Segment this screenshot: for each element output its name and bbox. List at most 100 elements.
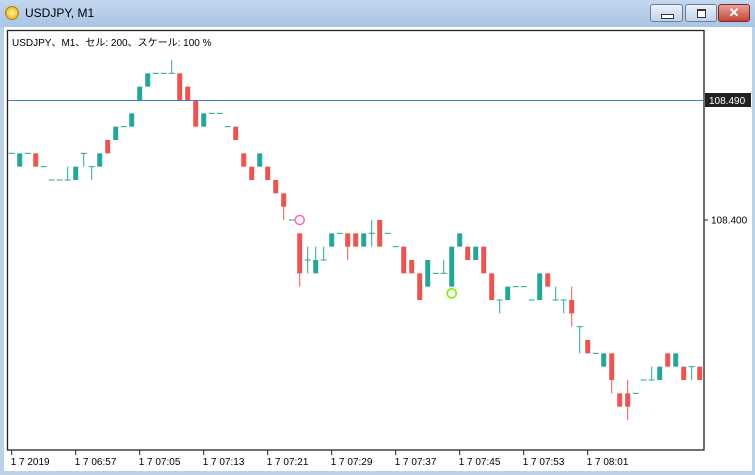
candle[interactable] xyxy=(265,166,271,180)
candle[interactable] xyxy=(241,153,247,167)
candle[interactable] xyxy=(233,126,239,140)
candle[interactable] xyxy=(489,273,495,300)
candle[interactable] xyxy=(193,100,199,127)
candle[interactable] xyxy=(137,86,143,100)
candle[interactable] xyxy=(304,246,311,274)
candle-body xyxy=(185,86,191,100)
candle-body xyxy=(465,246,471,260)
candle[interactable] xyxy=(609,353,615,394)
candle[interactable] xyxy=(617,393,623,407)
candle[interactable] xyxy=(185,86,191,100)
candle[interactable] xyxy=(33,153,39,167)
candle[interactable] xyxy=(320,246,327,261)
candle[interactable] xyxy=(625,380,631,420)
candle[interactable] xyxy=(496,299,503,314)
candle[interactable] xyxy=(569,286,575,327)
candle[interactable] xyxy=(257,153,263,167)
candle-body xyxy=(129,113,135,127)
close-button[interactable]: ✕ xyxy=(718,4,750,22)
candle-body xyxy=(625,393,631,407)
candle[interactable] xyxy=(688,366,695,380)
candle[interactable] xyxy=(401,246,407,274)
candle[interactable] xyxy=(64,166,71,181)
candle[interactable] xyxy=(377,220,383,247)
candle[interactable] xyxy=(409,260,415,274)
candle[interactable] xyxy=(545,273,551,287)
candle-body xyxy=(537,273,543,300)
minimize-button[interactable] xyxy=(650,4,683,22)
candle[interactable] xyxy=(697,366,703,380)
candle[interactable] xyxy=(177,73,183,100)
candle[interactable] xyxy=(473,246,479,260)
candle-body xyxy=(265,166,271,180)
candle-body xyxy=(673,353,679,367)
candle-body xyxy=(113,126,119,140)
candle-body xyxy=(377,220,383,247)
candle-body xyxy=(273,180,279,194)
candle[interactable] xyxy=(481,246,487,274)
candle[interactable] xyxy=(505,286,511,300)
candle[interactable] xyxy=(73,166,79,180)
candle[interactable] xyxy=(329,233,335,247)
candle[interactable] xyxy=(425,260,431,287)
time-tick-label: 1 7 07:13 xyxy=(203,457,245,468)
candle[interactable] xyxy=(585,340,591,354)
candle[interactable] xyxy=(273,180,279,194)
candle[interactable] xyxy=(201,113,207,127)
candle[interactable] xyxy=(129,113,135,127)
candle[interactable] xyxy=(457,233,463,247)
candle[interactable] xyxy=(465,246,471,260)
time-tick-label: 1 7 07:05 xyxy=(139,457,181,468)
candle[interactable] xyxy=(17,153,23,167)
current-price-label: 108.490 xyxy=(709,96,746,107)
candle[interactable] xyxy=(168,60,175,74)
candle[interactable] xyxy=(673,353,679,367)
price-tick-label: 108.400 xyxy=(711,216,748,227)
candle[interactable] xyxy=(281,193,287,220)
candle[interactable] xyxy=(440,260,447,274)
candle[interactable] xyxy=(665,353,671,367)
candle-body xyxy=(489,273,495,300)
candle[interactable] xyxy=(105,140,111,154)
candle-body xyxy=(105,140,111,154)
candle[interactable] xyxy=(681,366,687,380)
maximize-icon xyxy=(697,9,706,18)
candle[interactable] xyxy=(345,233,351,260)
candle-body xyxy=(569,300,575,314)
candle[interactable] xyxy=(560,299,567,314)
candle[interactable] xyxy=(88,166,95,180)
time-tick-label: 1 7 06:57 xyxy=(75,457,117,468)
candle[interactable] xyxy=(249,166,255,180)
candle[interactable] xyxy=(648,366,655,381)
candle[interactable] xyxy=(361,233,367,247)
candle-body xyxy=(457,233,463,247)
candle[interactable] xyxy=(297,233,303,287)
candle-body xyxy=(33,153,39,167)
candle[interactable] xyxy=(145,73,151,87)
buy-marker[interactable] xyxy=(446,288,458,299)
candle[interactable] xyxy=(657,366,663,380)
candle-body xyxy=(417,273,423,300)
candle[interactable] xyxy=(601,353,607,367)
time-tick-label: 1 7 08:01 xyxy=(587,457,629,468)
candle[interactable] xyxy=(417,273,423,300)
candle[interactable] xyxy=(97,153,103,167)
candle-body xyxy=(473,246,479,260)
candle[interactable] xyxy=(368,220,375,247)
candle[interactable] xyxy=(313,246,319,274)
time-tick-label: 1 7 07:21 xyxy=(267,457,309,468)
candle[interactable] xyxy=(537,273,543,300)
candle-body xyxy=(281,193,287,207)
candle[interactable] xyxy=(80,152,87,167)
candle[interactable] xyxy=(353,233,359,247)
candle[interactable] xyxy=(576,326,583,354)
maximize-button[interactable] xyxy=(685,4,717,22)
window-title: USDJPY, M1 xyxy=(25,6,95,20)
candle-body xyxy=(681,366,687,380)
sell-marker[interactable] xyxy=(294,214,306,226)
candle[interactable] xyxy=(552,286,559,301)
candle-body xyxy=(249,166,255,180)
candle[interactable] xyxy=(113,126,119,140)
candle[interactable] xyxy=(449,246,455,287)
